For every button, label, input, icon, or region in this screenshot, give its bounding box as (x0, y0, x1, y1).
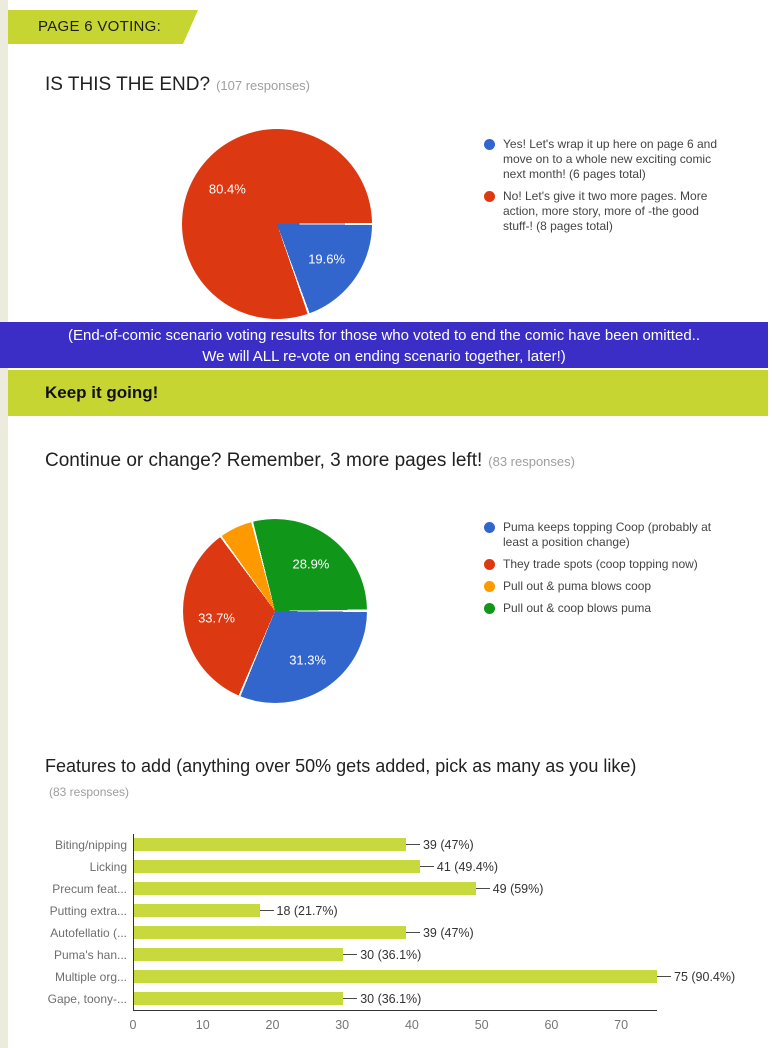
page-background-strip (0, 0, 8, 1048)
x-axis-tick-label: 0 (129, 1018, 137, 1032)
question-1-title-row: IS THIS THE END? (107 responses) (45, 74, 310, 96)
bar-value-label: 49 (59%) (492, 882, 544, 896)
bar-value-connector (405, 844, 420, 845)
x-axis-tick-label: 40 (404, 1018, 419, 1032)
question-2-title: Continue or change? Remember, 3 more pag… (45, 450, 483, 471)
pie-chart-question-1: 19.6% 80.4% (182, 129, 372, 319)
bar-category-label: Gape, toony-... (47, 992, 127, 1006)
question-2-title-row: Continue or change? Remember, 3 more pag… (45, 450, 575, 472)
legend-item-label: Pull out & coop blows puma (503, 601, 652, 615)
question-2-response-count: (83 responses) (488, 454, 575, 469)
notice-line-1: (End-of-comic scenario voting results fo… (68, 327, 700, 344)
notice-line-2: We will ALL re-vote on ending scenario t… (202, 348, 566, 365)
legend-color-dot-icon (484, 139, 495, 150)
y-axis-line (133, 834, 134, 1011)
bar-value-label: 39 (47%) (422, 838, 474, 852)
bar (134, 904, 260, 917)
legend-item: They trade spots (coop topping now) (484, 557, 759, 572)
pie-slice-percent-label: 28.9% (292, 556, 330, 572)
question-3-title: Features to add (anything over 50% gets … (45, 756, 637, 776)
x-axis-tick-label: 50 (474, 1018, 489, 1032)
bar (134, 838, 406, 851)
legend-color-dot-icon (484, 603, 495, 614)
bar-value-connector (419, 866, 434, 867)
legend-item: Yes! Let's wrap it up here on page 6 and… (484, 137, 746, 182)
page-header-banner-label: PAGE 6 VOTING: (38, 18, 162, 35)
page-header-banner: PAGE 6 VOTING: (8, 10, 198, 44)
pie-slice-percent-label: 31.3% (289, 652, 327, 668)
bar-category-label: Putting extra... (49, 904, 127, 918)
x-axis-tick-label: 20 (265, 1018, 280, 1032)
bar-value-connector (405, 932, 420, 933)
legend-item-label: They trade spots (coop topping now) (503, 557, 698, 571)
bar (134, 860, 420, 873)
bar-category-label: Biting/nipping (54, 838, 127, 852)
bar-category-label: Licking (89, 860, 127, 874)
x-axis-line (133, 1010, 657, 1011)
bar-value-connector (343, 954, 358, 955)
question-1-title: IS THIS THE END? (45, 74, 211, 95)
bar-category-label: Precum feat... (52, 882, 127, 896)
bar-value-label: 30 (36.1%) (360, 992, 422, 1006)
section-banner-label: Keep it going! (45, 383, 159, 402)
bar-value-connector (343, 998, 358, 999)
legend-color-dot-icon (484, 191, 495, 202)
bar (134, 948, 344, 961)
pie-slice-percent-label: 80.4% (208, 181, 246, 197)
question-3-response-count: (83 responses) (49, 785, 130, 799)
legend-question-2: Puma keeps topping Coop (probably at lea… (484, 520, 759, 623)
x-axis-tick-label: 30 (335, 1018, 350, 1032)
legend-item-label: No! Let's give it two more pages. More a… (503, 189, 708, 233)
x-axis-tick-label: 70 (614, 1018, 629, 1032)
legend-color-dot-icon (484, 581, 495, 592)
legend-color-dot-icon (484, 522, 495, 533)
notice-banner: (End-of-comic scenario voting results fo… (0, 322, 768, 368)
legend-item: Pull out & coop blows puma (484, 601, 759, 616)
x-axis-tick-label: 60 (544, 1018, 559, 1032)
legend-color-dot-icon (484, 559, 495, 570)
bar-value-connector (657, 976, 671, 977)
legend-item-label: Pull out & puma blows coop (503, 579, 652, 593)
bar (134, 970, 657, 983)
bar-value-label: 18 (21.7%) (276, 904, 338, 918)
legend-item: Puma keeps topping Coop (probably at lea… (484, 520, 759, 550)
legend-item: No! Let's give it two more pages. More a… (484, 189, 746, 234)
bar-category-label: Autofellatio (... (50, 926, 127, 940)
bar-category-label: Multiple org... (54, 970, 127, 984)
bar (134, 926, 406, 939)
bar-value-label: 75 (90.4%) (674, 970, 736, 984)
pie-slice-percent-label: 19.6% (308, 251, 346, 267)
bar-value-label: 30 (36.1%) (360, 948, 422, 962)
pie-chart-question-2: 31.3% 33.7% 28.9% (183, 519, 367, 703)
bar-value-label: 41 (49.4%) (436, 860, 499, 874)
bar-value-label: 39 (47%) (422, 926, 474, 940)
question-1-response-count: (107 responses) (216, 78, 311, 93)
question-3-title-row: Features to add (anything over 50% gets … (45, 756, 636, 777)
bar (134, 992, 344, 1005)
bar-value-connector (475, 888, 490, 889)
legend-item: Pull out & puma blows coop (484, 579, 759, 594)
legend-item-label: Yes! Let's wrap it up here on page 6 and… (503, 137, 718, 181)
section-banner: Keep it going! (8, 370, 768, 416)
bar-value-connector (259, 910, 274, 911)
bar-category-label: Puma's han... (54, 948, 127, 962)
bar (134, 882, 476, 895)
bar-chart-features: Biting/nipping 39 (47%) Licking 41 (49.4%) P… (0, 834, 772, 1040)
x-axis-tick-label: 10 (195, 1018, 210, 1032)
legend-question-1: Yes! Let's wrap it up here on page 6 and… (484, 137, 746, 241)
legend-item-label: Puma keeps topping Coop (probably at lea… (503, 520, 712, 549)
pie-slice-percent-label: 33.7% (198, 610, 235, 626)
